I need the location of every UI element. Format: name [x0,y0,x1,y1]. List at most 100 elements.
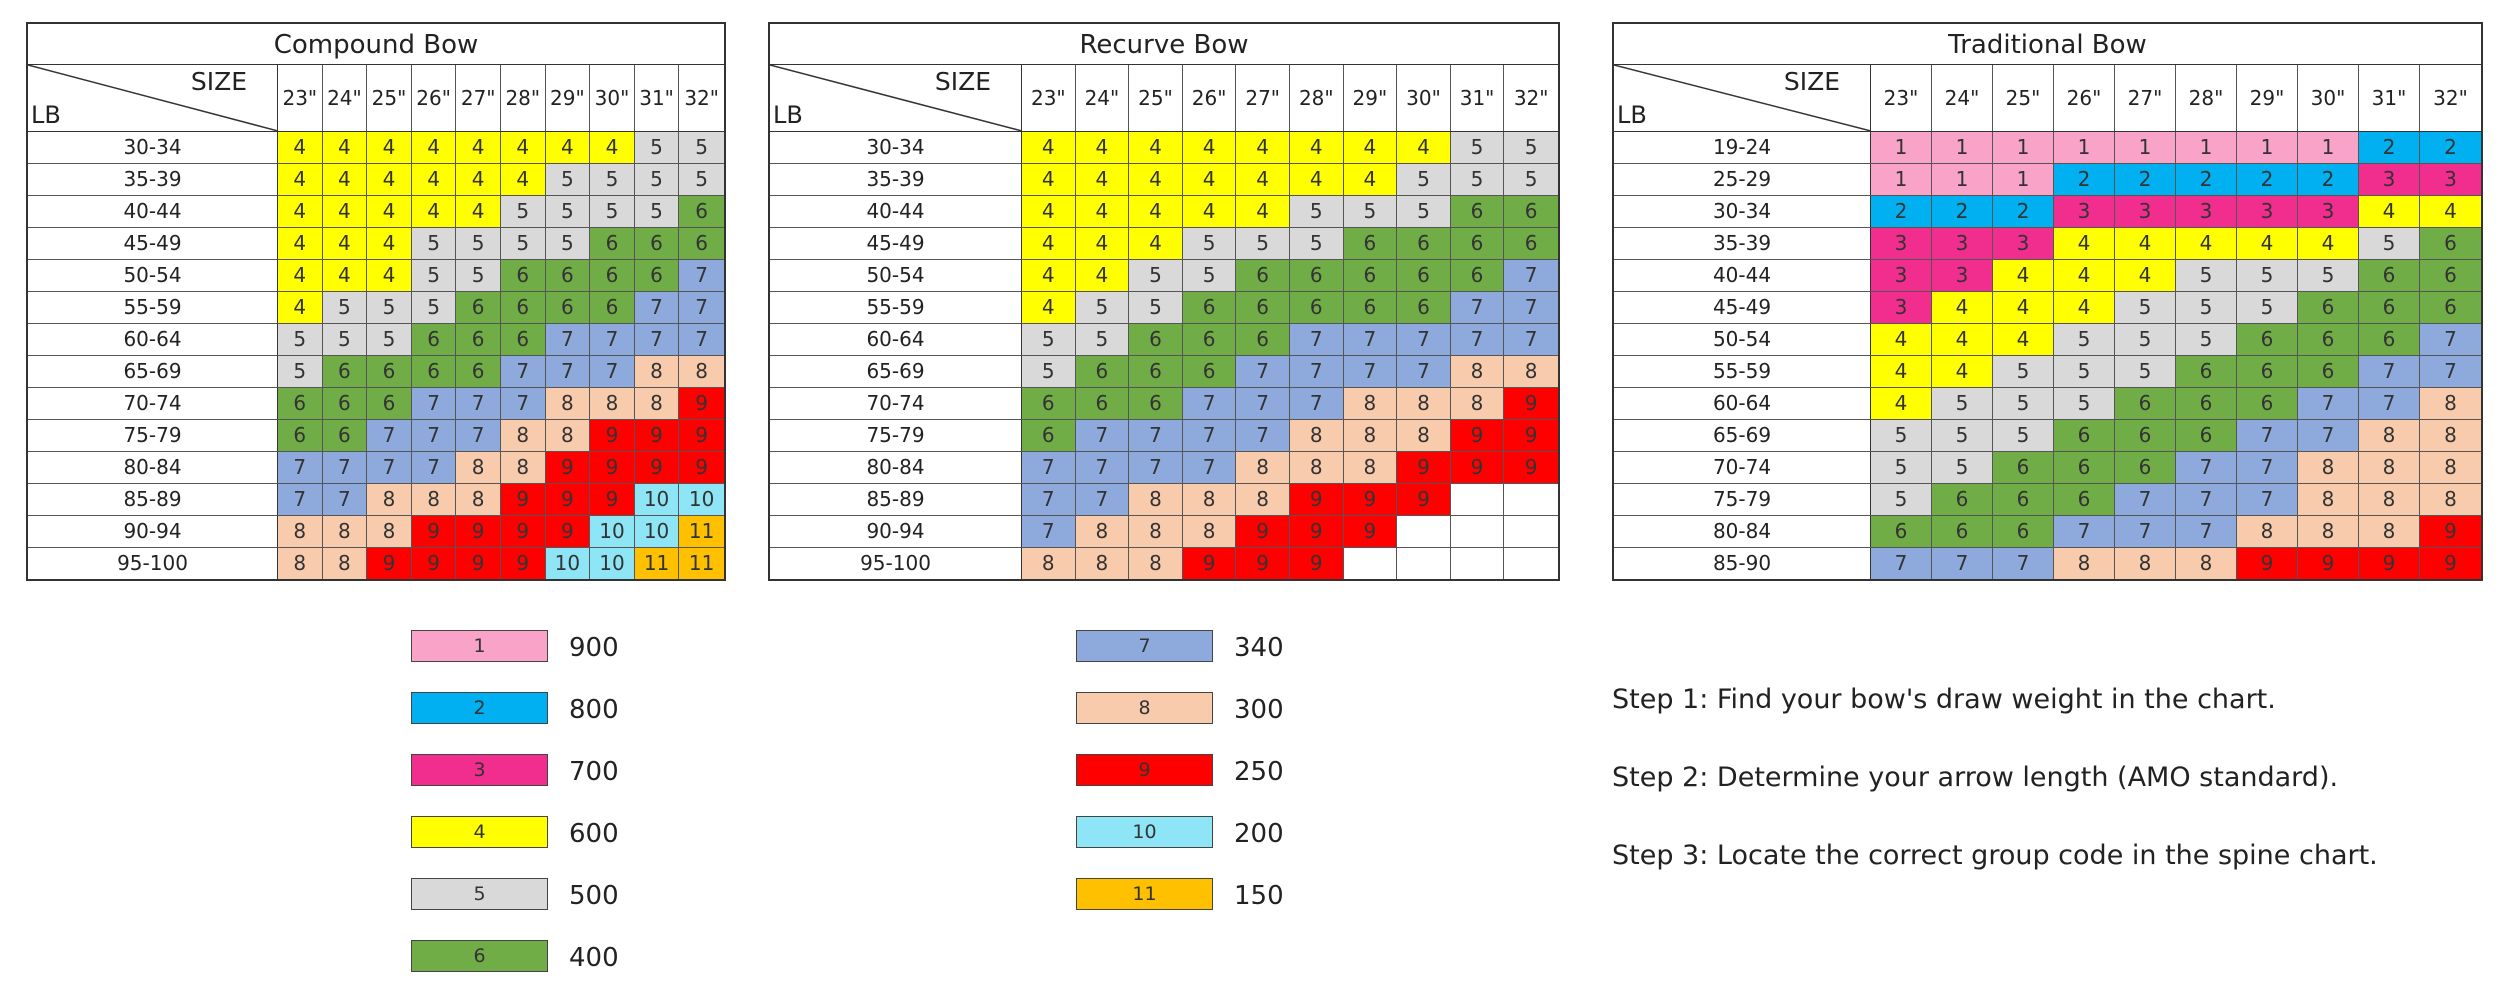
group-cell: 6 [322,420,368,451]
group-cell: 4 [590,132,635,163]
group-cell: 1 [1871,132,1932,163]
group-cell: 9 [634,420,680,451]
row-label: 65-69 [28,356,278,387]
group-cell: 3 [1932,228,1993,259]
legend-swatch: 6 [411,940,548,972]
table-row: 35-39 4 4 4 4 4 4 4 5 5 5 [770,164,1558,196]
table-row: 70-74 5 5 6 6 6 7 7 8 8 8 [1614,452,2481,484]
row-label: 30-34 [1614,196,1871,227]
group-cell: 9 [1182,548,1237,579]
row-label: 80-84 [28,452,278,483]
group-cell: 5 [500,228,546,259]
group-cell: 7 [679,260,724,291]
step-text: Step 1: Find your bow's draw weight in t… [1612,684,2276,715]
table-row: 80-84 6 6 6 7 7 7 8 8 8 9 [1614,516,2481,548]
group-cell: 4 [322,228,368,259]
group-cell: 4 [1022,260,1076,291]
row-label: 85-89 [28,484,278,515]
table-row: 90-94 8 8 8 9 9 9 9 10 10 11 [28,516,724,548]
group-cell: 7 [2115,516,2176,547]
group-cell [1504,516,1558,547]
group-cell: 4 [1022,196,1076,227]
table-title: Traditional Bow [1614,24,2481,65]
legend-spine: 340 [1234,633,1284,663]
group-cell: 10 [590,516,635,547]
group-cell: 9 [1504,388,1558,419]
column-header: 31" [2359,65,2420,131]
group-cell: 9 [1450,420,1505,451]
table-row: 75-79 6 6 7 7 7 8 8 9 9 9 [28,420,724,452]
group-cell: 7 [1993,548,2054,579]
group-cell: 6 [545,292,591,323]
group-cell: 5 [1289,196,1344,227]
group-cell: 8 [1289,420,1344,451]
group-cell: 9 [2359,548,2420,579]
group-cell: 4 [1343,132,1398,163]
group-cell: 6 [634,228,680,259]
table-row: 40-44 3 3 4 4 4 5 5 5 6 6 [1614,260,2481,292]
group-cell: 6 [1993,484,2054,515]
group-cell: 6 [1236,292,1290,323]
group-cell: 6 [1022,420,1076,451]
group-cell: 7 [322,484,368,515]
table-row: 30-34 4 4 4 4 4 4 4 4 5 5 [28,132,724,164]
group-cell: 6 [1397,260,1451,291]
group-cell: 4 [278,260,323,291]
group-cell: 7 [2420,356,2481,387]
group-cell: 5 [322,292,368,323]
row-label: 75-79 [770,420,1022,451]
group-cell: 4 [367,132,412,163]
group-cell: 5 [1289,228,1344,259]
group-cell: 1 [2176,132,2237,163]
group-cell: 7 [1932,548,1993,579]
group-cell: 6 [367,388,412,419]
group-cell: 6 [2298,356,2359,387]
group-cell: 8 [545,388,591,419]
group-cell: 3 [2359,164,2420,195]
group-cell: 5 [1022,324,1076,355]
header-row: SIZE LB 23" 24" 25" 26" 27" 28" 29" 30" 31" 32" [1614,65,2481,132]
row-label: 35-39 [28,164,278,195]
group-cell [1450,548,1505,579]
group-cell: 4 [367,196,412,227]
group-cell: 4 [367,164,412,195]
group-cell: 9 [634,452,680,483]
group-cell: 6 [1182,356,1237,387]
group-cell: 6 [590,228,635,259]
group-cell: 6 [500,324,546,355]
row-label: 45-49 [770,228,1022,259]
legend-spine: 700 [569,757,619,787]
table-row: 19-24 1 1 1 1 1 1 1 1 2 2 [1614,132,2481,164]
group-cell: 1 [1932,132,1993,163]
group-cell: 8 [1450,356,1505,387]
group-cell: 8 [500,420,546,451]
group-cell: 5 [1236,228,1290,259]
group-cell: 1 [2054,132,2115,163]
group-cell: 8 [1289,452,1344,483]
group-cell: 6 [500,260,546,291]
group-cell: 7 [500,356,546,387]
table-row: 60-64 5 5 5 6 6 6 7 7 7 7 [28,324,724,356]
group-cell: 4 [2115,228,2176,259]
legend-swatch: 3 [411,754,548,786]
legend-swatch: 2 [411,692,548,724]
group-cell: 9 [500,516,546,547]
group-cell: 3 [2420,164,2481,195]
group-cell: 9 [1289,548,1344,579]
corner-bottom: LB [31,101,61,129]
group-cell: 9 [1343,516,1398,547]
row-label: 35-39 [770,164,1022,195]
row-label: 60-64 [28,324,278,355]
group-cell: 6 [1289,292,1344,323]
group-cell: 9 [500,484,546,515]
group-cell: 6 [2237,324,2298,355]
group-cell: 9 [2420,548,2481,579]
diagonal [1614,65,1871,131]
group-cell: 5 [1397,164,1451,195]
group-cell: 5 [1450,132,1505,163]
group-cell: 4 [2359,196,2420,227]
group-cell: 9 [679,420,724,451]
group-cell: 4 [1932,324,1993,355]
group-cell: 8 [367,484,412,515]
